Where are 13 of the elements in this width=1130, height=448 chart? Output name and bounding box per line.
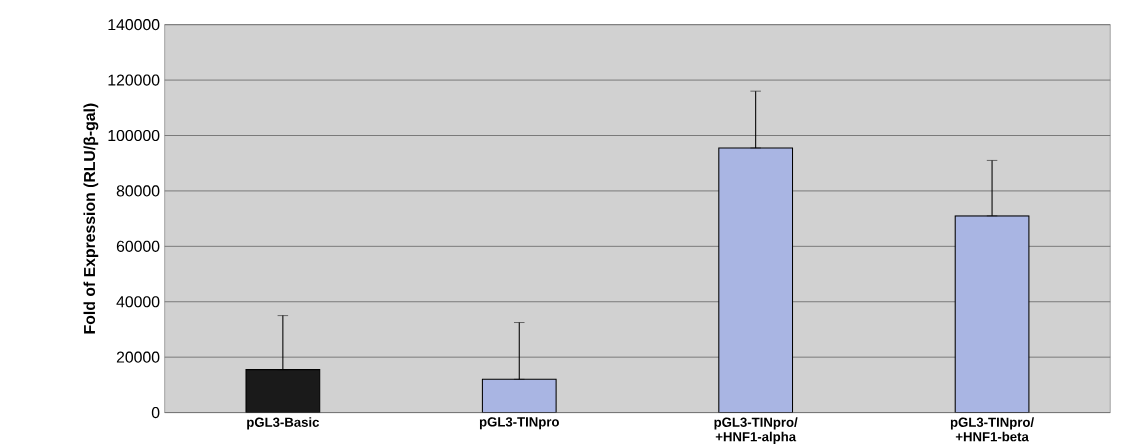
y-tick-label: 0 — [151, 406, 160, 418]
y-tick-label: 40000 — [116, 295, 160, 308]
y-axis-title: Fold of Expression (RLU/β-gal) — [83, 103, 99, 334]
y-tick-label: 80000 — [116, 185, 160, 197]
y-tick-label: 140000 — [108, 18, 160, 31]
x-tick-label: pGL3-TINpro/ +HNF1-alpha — [714, 417, 798, 444]
y-tick-label: 20000 — [116, 351, 160, 363]
x-tick-label: pGL3-TINpro/ +HNF1-beta — [950, 417, 1034, 442]
y-tick-label: 120000 — [108, 74, 160, 86]
x-tick-label: pGL3-Basic — [247, 417, 320, 430]
y-tick-label: 60000 — [116, 240, 160, 252]
x-tick-label: pGL3-TINpro — [479, 417, 559, 429]
y-tick-label: 100000 — [108, 129, 160, 141]
